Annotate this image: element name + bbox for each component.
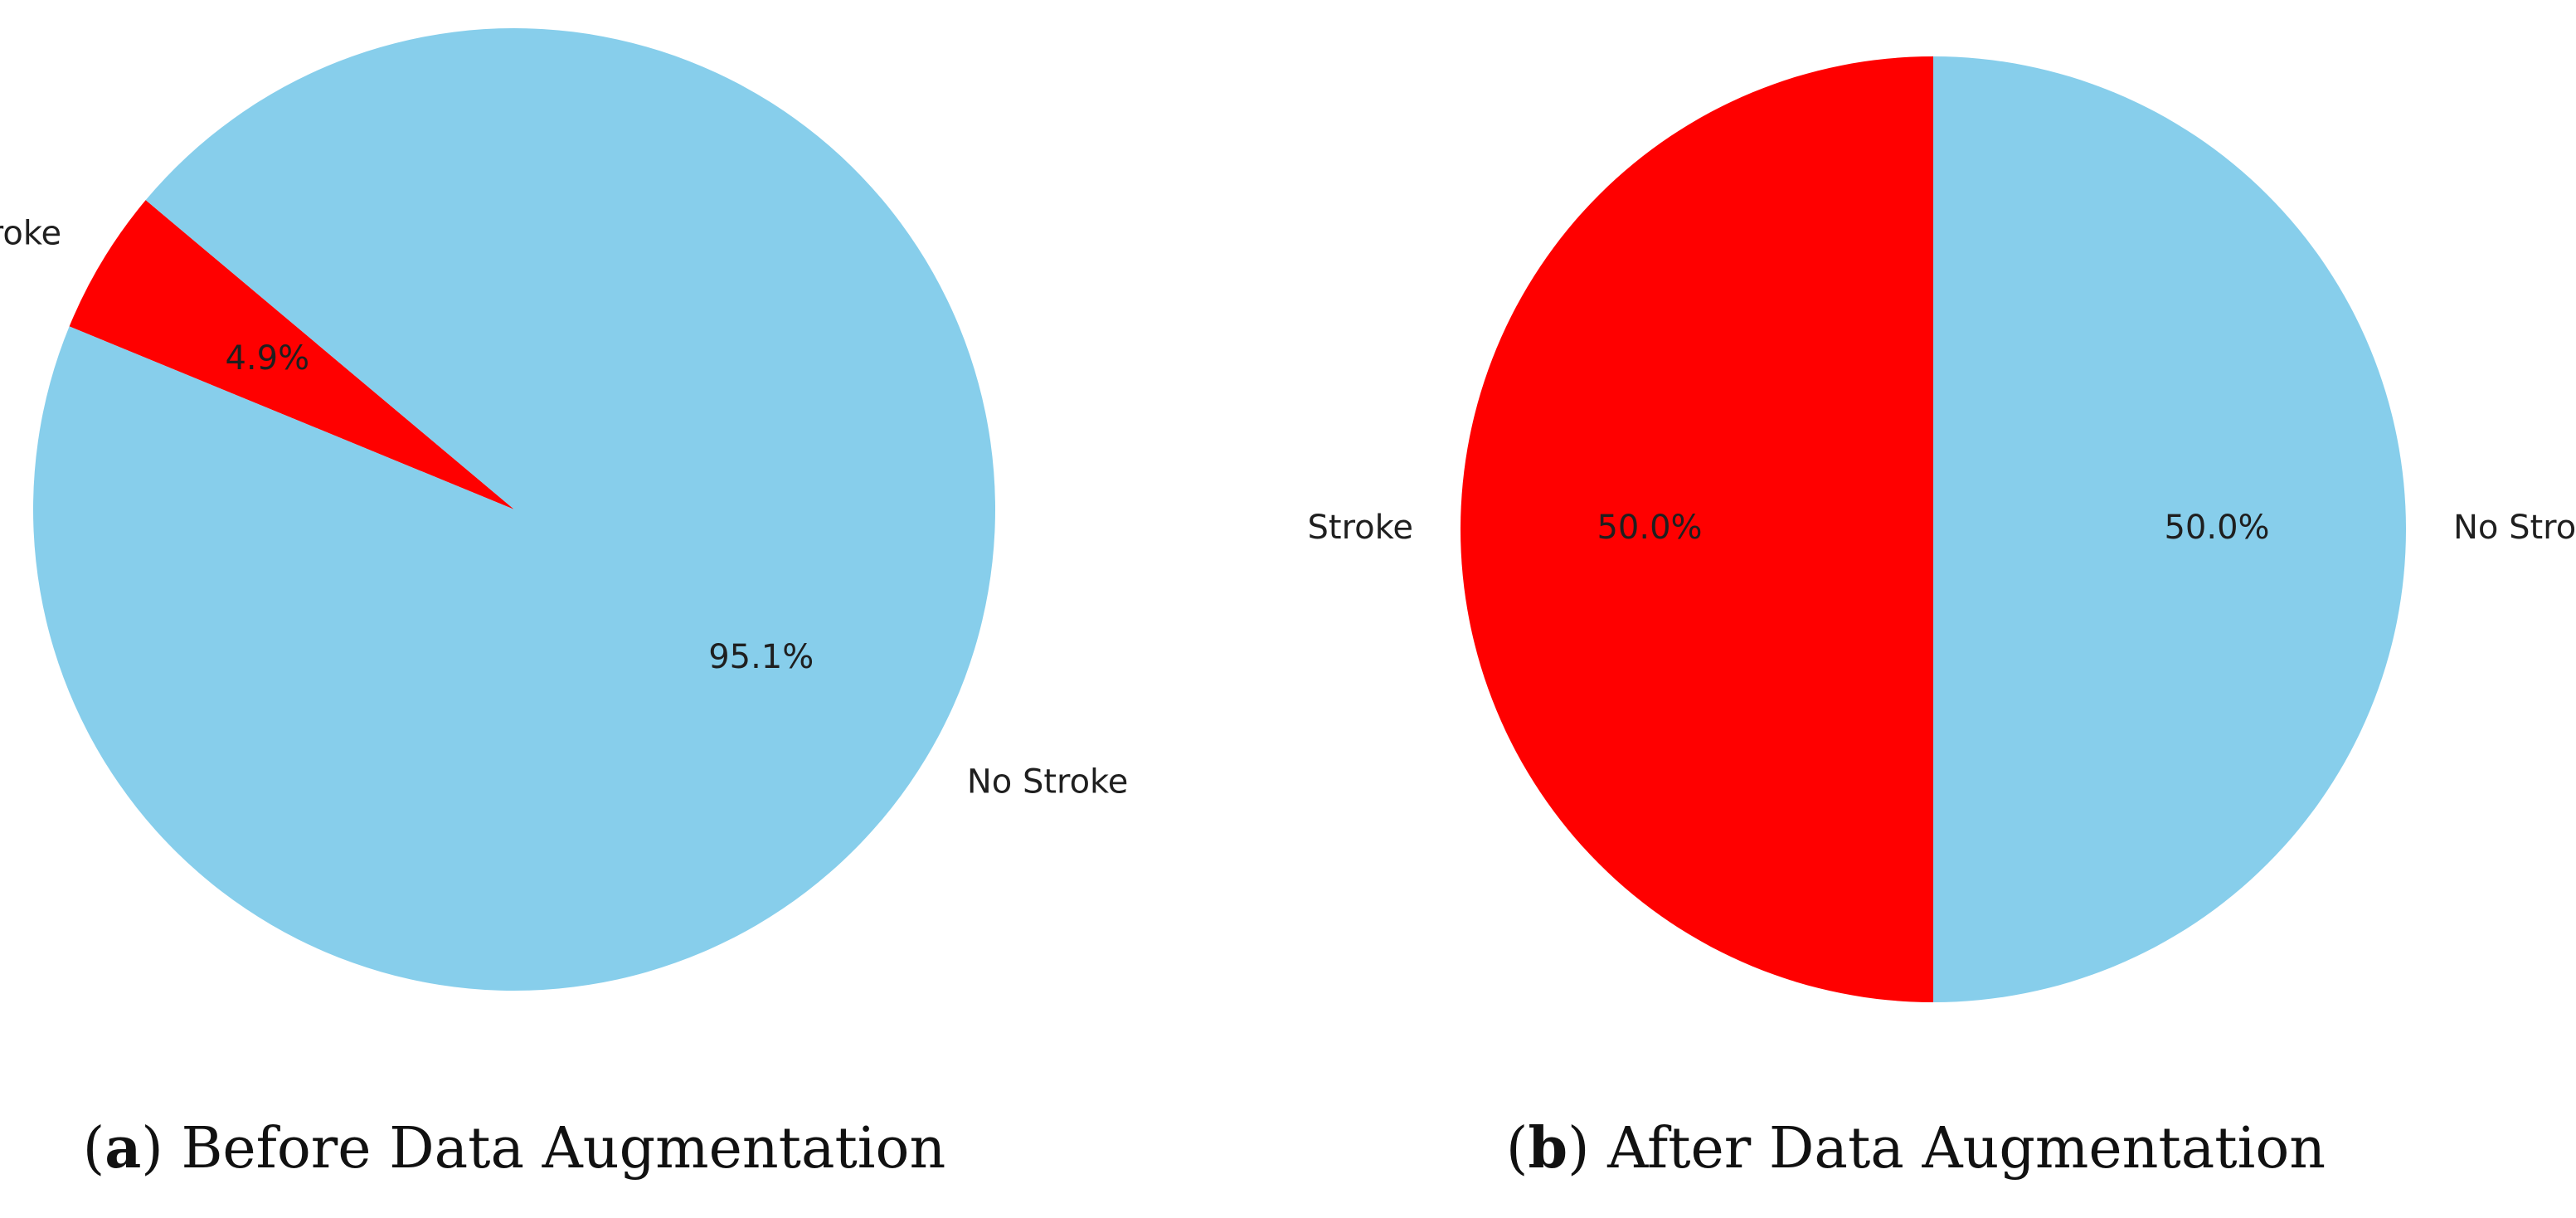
pie-a-slice-1-label: No Stroke [967,762,1129,801]
caption-a-letter: a [104,1115,142,1181]
pie-a-slice-0 [69,200,514,510]
caption-a-text: Before Data Augmentation [181,1116,946,1181]
caption-b-text: After Data Augmentation [1607,1116,2326,1181]
caption-b: (b) After Data Augmentation [1505,1115,2326,1181]
pie-chart-a: Stroke 4.9% No Stroke 95.1% [0,27,1129,991]
pie-b-slice-0-percent: 50.0% [1597,509,1702,547]
pie-b-slice-1-percent: 50.0% [2164,509,2269,547]
pie-charts: Stroke 4.9% No Stroke 95.1% Stroke 50.0% No S… [0,27,2576,1002]
pie-a-slice-0-percent: 4.9% [225,339,309,378]
pie-b-slice-0-label: Stroke [1308,509,1413,547]
pie-b-slice-0 [1461,56,1933,1002]
pie-a-slice-1 [33,27,996,991]
pie-b-slice-1-label: No Stroke [2453,509,2576,547]
pie-a-slice-0-label: Stroke [0,215,61,253]
caption-a: (a) Before Data Augmentation [82,1115,946,1181]
pie-chart-b: Stroke 50.0% No Stroke 50.0% [1308,56,2576,1002]
caption-b-letter: b [1528,1115,1567,1181]
pie-b-slice-1 [1933,56,2406,1002]
pie-a-slice-1-percent: 95.1% [708,638,814,676]
